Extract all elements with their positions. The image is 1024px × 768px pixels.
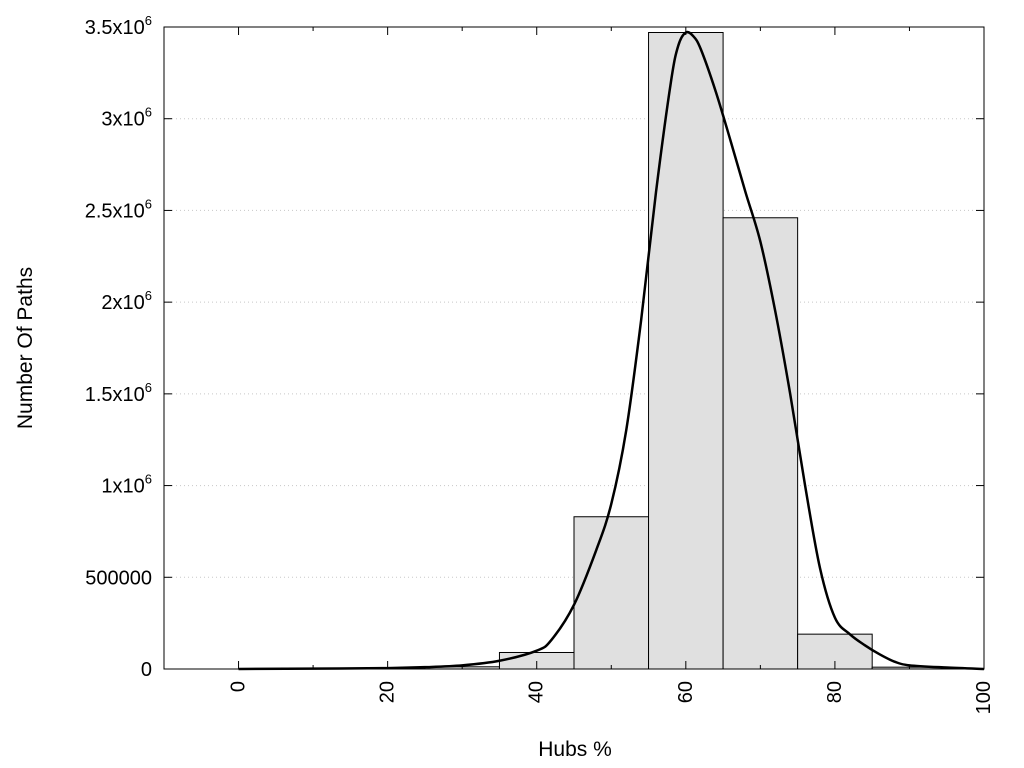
- fit-curve: [238, 30, 985, 671]
- y-tick-label: 0: [141, 659, 152, 681]
- fit-curve-line: [238, 30, 985, 671]
- y-tick-label: 3.5x106: [85, 13, 152, 39]
- x-tick-label: 40: [526, 681, 548, 703]
- x-tick-label: 0: [228, 681, 250, 692]
- y-tick-label: 3x106: [101, 105, 152, 131]
- y-tick-label: 1.5x106: [85, 380, 152, 406]
- y-tick-label: 2x106: [101, 288, 152, 314]
- y-tick-label: 500000: [85, 567, 152, 589]
- histogram-bars: [349, 32, 948, 670]
- histogram-bar: [573, 516, 650, 670]
- y-tick-label: 2.5x106: [85, 196, 152, 222]
- x-tick-label: 80: [824, 681, 846, 703]
- x-axis-label: Hubs %: [538, 738, 612, 761]
- y-axis-label: Number Of Paths: [14, 267, 37, 429]
- plot-frame: [163, 26, 985, 670]
- grid-lines: [164, 118, 984, 578]
- x-tick-label: 100: [973, 681, 995, 714]
- x-tick-labels: 0 20 40 60 80 100: [228, 681, 995, 714]
- axis-ticks: [164, 26, 985, 670]
- x-tick-label: 20: [377, 681, 399, 703]
- histogram-bar: [722, 217, 799, 670]
- y-tick-labels: 0 500000 1x106 1.5x106 2x106 2.5x106 3x106 3.5x…: [85, 13, 152, 681]
- y-tick-label: 1x106: [101, 472, 152, 498]
- histogram-bar: [648, 32, 724, 670]
- x-tick-label: 60: [675, 681, 697, 703]
